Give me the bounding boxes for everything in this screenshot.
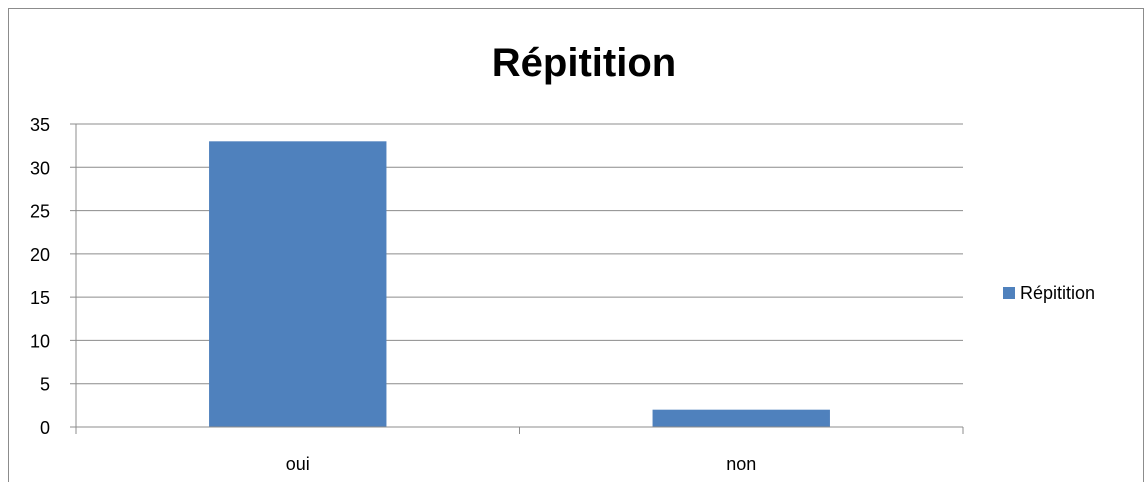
- grid-layer: [70, 123, 963, 428]
- bar-non: [652, 409, 830, 427]
- y-tick-label: 5: [40, 375, 50, 395]
- y-axis-ticks: 0 5 10 15 20 25 30 35: [30, 115, 50, 438]
- y-tick-label: 0: [40, 418, 50, 438]
- legend: Répitition: [1003, 283, 1095, 303]
- chart-title: Répitition: [492, 41, 676, 85]
- x-tick-label: oui: [286, 454, 310, 474]
- legend-label: Répitition: [1020, 283, 1095, 303]
- bars: [209, 141, 830, 428]
- y-tick-label: 30: [30, 158, 50, 178]
- x-axis: oui non: [75, 426, 964, 474]
- chart-frame: [8, 8, 1144, 482]
- y-tick-label: 20: [30, 245, 50, 265]
- y-tick-label: 15: [30, 288, 50, 308]
- y-tick-label: 10: [30, 331, 50, 351]
- y-tick-label: 35: [30, 115, 50, 135]
- bar-oui: [209, 141, 387, 428]
- y-tick-label: 25: [30, 202, 50, 222]
- legend-swatch: [1003, 287, 1015, 299]
- x-tick-label: non: [726, 454, 756, 474]
